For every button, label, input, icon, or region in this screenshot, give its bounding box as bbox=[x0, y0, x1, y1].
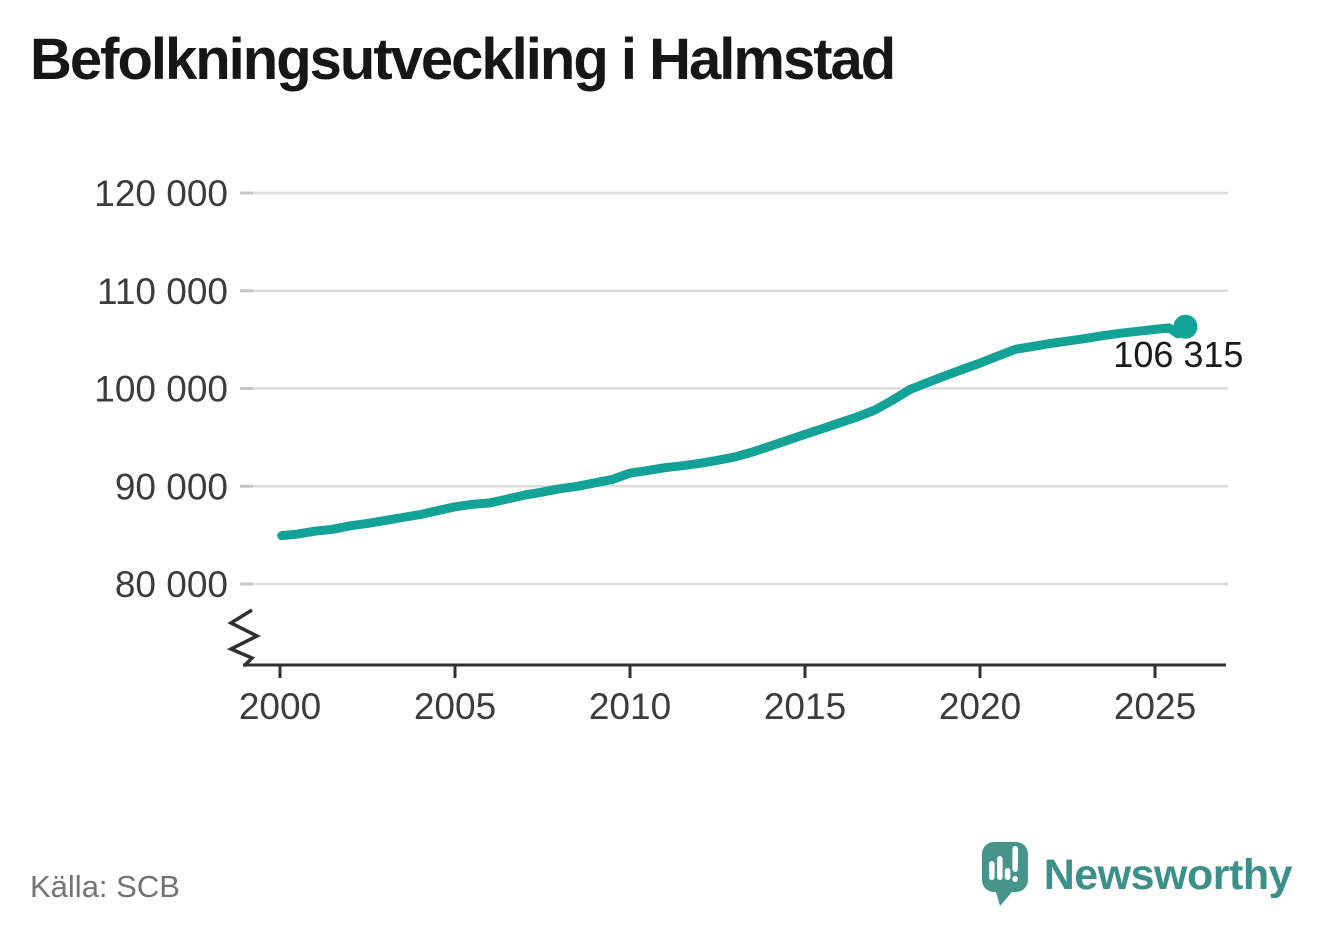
x-axis-label: 2010 bbox=[589, 686, 671, 727]
y-axis-label: 80 000 bbox=[115, 564, 228, 605]
y-axis-label: 120 000 bbox=[94, 173, 228, 214]
population-line-chart-plot: 80 000 90 000 100 000 110 000 120 000 2000 200… bbox=[94, 173, 1243, 727]
x-axis-label: 2005 bbox=[414, 686, 496, 727]
newsworthy-logo: Newsworthy bbox=[981, 842, 1293, 908]
y-axis-label: 100 000 bbox=[94, 369, 228, 410]
x-axis-label: 2020 bbox=[939, 686, 1021, 727]
axis-break-zigzag-icon bbox=[226, 608, 261, 668]
chart-title: Befolkningsutveckling i Halmstad bbox=[30, 27, 896, 92]
source-label: Källa: SCB bbox=[30, 869, 180, 904]
newsworthy-speech-bubble-chart-icon bbox=[981, 842, 1028, 906]
y-axis-label: 90 000 bbox=[115, 466, 228, 507]
x-axis-label: 2015 bbox=[764, 686, 846, 727]
population-line bbox=[277, 322, 1190, 541]
x-axis-label: 2000 bbox=[239, 686, 321, 727]
x-axis-label: 2025 bbox=[1114, 686, 1196, 727]
endpoint-value-label: 106 315 bbox=[1113, 334, 1243, 375]
y-axis-label: 110 000 bbox=[97, 271, 228, 312]
endpoint-marker bbox=[1173, 314, 1198, 339]
newsworthy-logo-text: Newsworthy bbox=[1043, 850, 1293, 899]
